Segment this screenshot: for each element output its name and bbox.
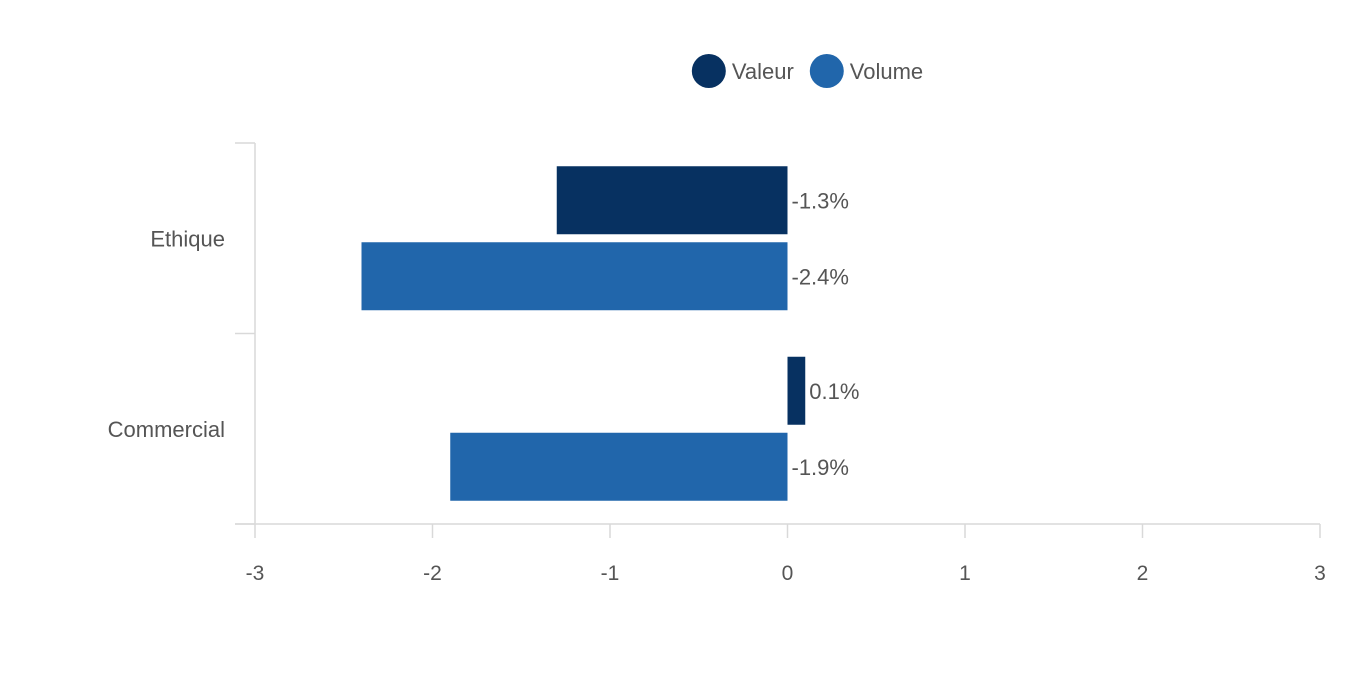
x-tick-label: -3 <box>246 562 265 585</box>
legend-swatch <box>691 54 726 88</box>
category-label: Ethique <box>150 226 225 251</box>
bar <box>450 432 788 501</box>
legend-label: Valeur <box>732 59 794 84</box>
bar <box>787 356 806 425</box>
x-tick-label: -1 <box>601 562 620 585</box>
x-tick-label: 3 <box>1314 562 1326 585</box>
data-labels: -1.3% -2.4% 0.1% -1.9% <box>792 188 860 480</box>
bar <box>556 166 788 235</box>
data-label: -1.9% <box>792 455 849 480</box>
x-tick-label: 1 <box>959 562 971 585</box>
x-tick-label: -2 <box>423 562 442 585</box>
legend-swatch <box>809 54 844 88</box>
data-label: -1.3% <box>792 188 849 213</box>
axes: -3 -2 -1 0 1 2 3 Ethique Commercial <box>108 142 1326 585</box>
legend-label: Volume <box>850 59 923 84</box>
legend-item[interactable]: Valeur <box>691 54 794 88</box>
x-tick-label: 0 <box>782 562 794 585</box>
category-label: Commercial <box>108 417 225 442</box>
data-label: 0.1% <box>809 379 859 404</box>
legend-item[interactable]: Volume <box>809 54 923 88</box>
bar <box>361 242 788 311</box>
x-tick-label: 2 <box>1137 562 1149 585</box>
data-label: -2.4% <box>792 264 849 289</box>
bars <box>361 166 806 501</box>
legend: Valeur Volume <box>691 54 923 88</box>
